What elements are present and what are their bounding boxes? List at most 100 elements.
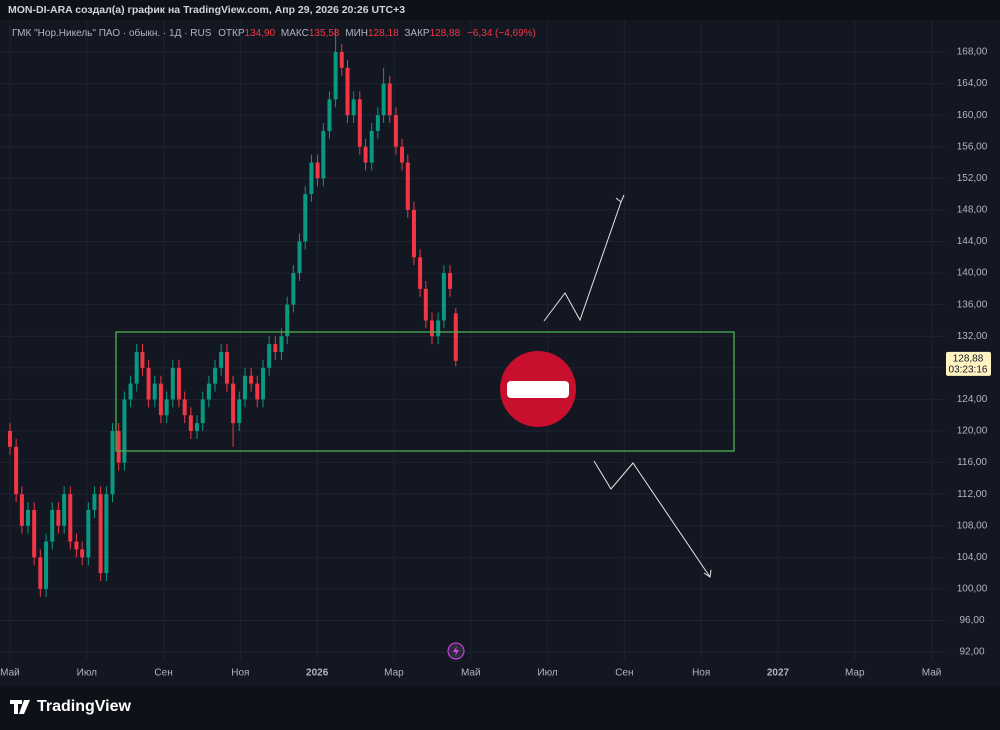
candle-body	[411, 209, 416, 258]
candle-body	[74, 541, 79, 550]
candle-body	[339, 51, 344, 68]
candle-body	[224, 352, 229, 384]
y-tick-label: 152,00	[957, 173, 988, 184]
ohlc-value: 135,58	[309, 28, 340, 39]
candle-body	[200, 399, 205, 424]
ohlc-label: МАКС	[281, 28, 309, 39]
ohlc-value: 134,90	[245, 28, 276, 39]
candle-body	[68, 494, 73, 542]
ohlc-label: ОТКР	[218, 28, 245, 39]
candle-body	[14, 446, 19, 495]
candle-body	[315, 162, 320, 179]
credit: MON-DI-ARA создал(а) график на TradingVi…	[8, 4, 405, 16]
x-tick-label: 2026	[306, 668, 329, 679]
y-tick-label: 164,00	[957, 78, 988, 89]
candle-body	[333, 51, 338, 100]
x-tick-label: Мар	[845, 668, 865, 679]
candle-body	[62, 494, 67, 526]
candle-body	[86, 509, 91, 558]
up-arrowhead	[615, 194, 625, 203]
legend: ГМК "Нор.Никель" ПАО · обыкн. · 1Д · RUS…	[12, 27, 536, 39]
ohlc-value: 128,18	[368, 28, 399, 39]
last-price-tag	[946, 351, 991, 376]
candle-body	[255, 383, 260, 400]
candle-body	[381, 83, 386, 116]
down-arrow	[593, 460, 711, 578]
last-price-label: 128,88	[953, 354, 984, 365]
x-tick-label: Сен	[154, 668, 172, 679]
axes: 92,00 96,00 100,00 104,00 108,00 112,00 116,00…	[0, 47, 991, 679]
candle-body	[50, 509, 55, 542]
events-bolt	[453, 646, 459, 656]
y-tick-label: 124,00	[957, 394, 988, 405]
candle-body	[418, 257, 423, 289]
candle-body	[44, 541, 49, 589]
grid	[0, 20, 945, 660]
candle-body	[327, 99, 332, 131]
x-tick-label: Июл	[537, 668, 557, 679]
candle-body	[116, 431, 121, 463]
candle-body	[38, 557, 43, 589]
candle-body	[19, 494, 24, 526]
y-tick-label: 120,00	[957, 426, 988, 437]
y-tick-label: 148,00	[957, 205, 988, 216]
candle-body	[122, 399, 127, 463]
candle-body	[152, 383, 157, 400]
candle-body	[140, 352, 145, 368]
y-tick-label: 168,00	[957, 47, 988, 58]
candle-body	[453, 313, 458, 361]
candle-body	[237, 399, 242, 424]
x-tick-label: 2027	[767, 668, 790, 679]
candle-body	[98, 494, 103, 574]
x-tick-label: Июл	[77, 668, 97, 679]
ohlc-label: ЗАКР	[404, 28, 430, 39]
candle-body	[92, 494, 97, 510]
x-tick-label: Ноя	[231, 668, 249, 679]
x-tick-label: Май	[922, 668, 942, 679]
candle-body	[363, 146, 368, 163]
brand[interactable]: TradingView	[37, 698, 132, 715]
x-tick-label: Сен	[615, 668, 633, 679]
candle-body	[56, 509, 61, 526]
candle-body	[297, 241, 302, 274]
candle-body	[110, 431, 115, 495]
candle-body	[206, 383, 211, 400]
candle-body	[158, 383, 163, 416]
candle-body	[267, 344, 272, 368]
no-entry-bar	[507, 381, 569, 398]
candle-body	[188, 415, 193, 432]
credit-bar	[0, 0, 1000, 20]
candle-body	[104, 494, 109, 574]
y-tick-label: 160,00	[957, 110, 988, 121]
candle-body	[351, 99, 356, 116]
candles	[7, 28, 458, 597]
candle-body	[80, 549, 85, 558]
candle-body	[303, 194, 308, 242]
candle-body	[309, 162, 314, 195]
candle-body	[387, 83, 392, 116]
candle-body	[345, 67, 350, 116]
x-tick-label: Май	[0, 668, 20, 679]
candle-body	[128, 383, 133, 400]
candle-body	[375, 115, 380, 131]
candle-body	[429, 320, 434, 337]
range-box	[115, 331, 735, 452]
y-tick-label: 156,00	[957, 141, 988, 152]
down-arrowhead	[703, 569, 712, 578]
x-tick-label: Май	[461, 668, 481, 679]
y-tick-label: 112,00	[957, 489, 987, 500]
candle-body	[400, 146, 405, 163]
candle-body	[393, 115, 398, 147]
y-tick-label: 96,00	[959, 615, 984, 626]
y-tick-label: 136,00	[957, 299, 988, 310]
brand-logo[interactable]	[10, 700, 30, 714]
countdown: 03:23:16	[949, 365, 988, 376]
ohlc-label: МИН	[345, 28, 368, 39]
candle-body	[448, 273, 453, 289]
candle-body	[441, 273, 446, 321]
candle-body	[194, 423, 199, 432]
candle-body	[146, 367, 151, 400]
candle-body	[170, 367, 175, 400]
